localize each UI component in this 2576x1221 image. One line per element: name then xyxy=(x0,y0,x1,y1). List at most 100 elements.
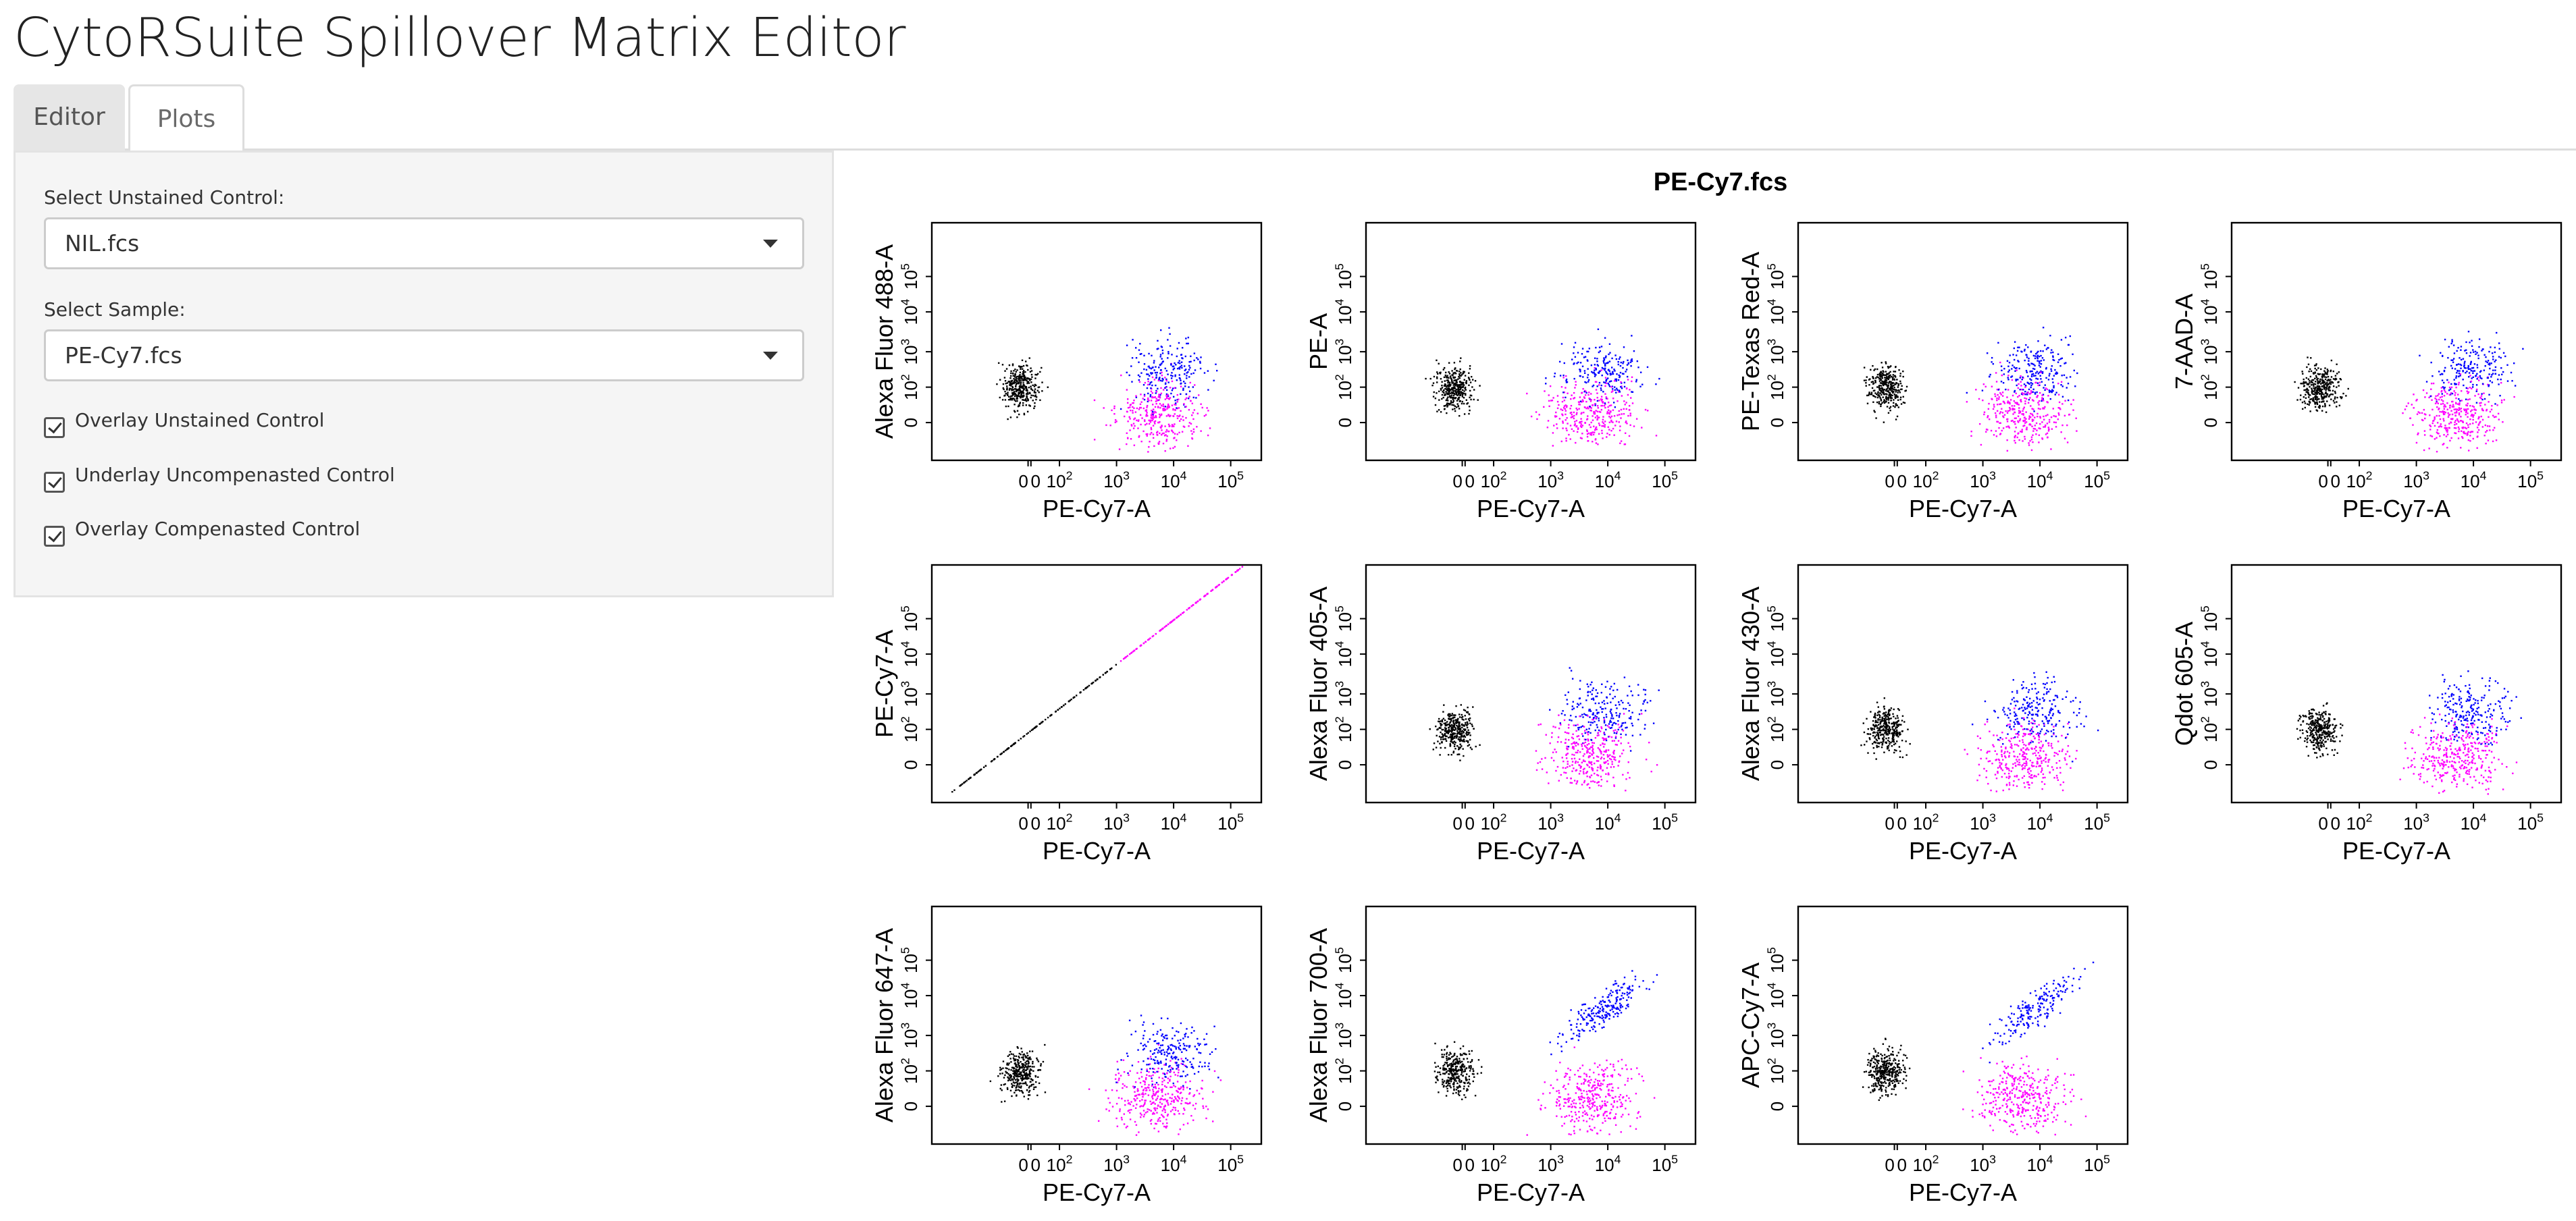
data-point xyxy=(2424,417,2426,420)
data-point xyxy=(2038,434,2041,436)
data-point xyxy=(1176,401,1178,403)
data-point xyxy=(1007,396,1010,398)
data-point xyxy=(2065,362,2067,364)
data-point xyxy=(2450,364,2452,367)
data-point xyxy=(980,769,982,771)
data-point xyxy=(2030,375,2033,377)
data-point xyxy=(1449,713,1451,715)
data-point xyxy=(1589,722,1592,724)
data-point xyxy=(1467,377,1470,379)
data-point xyxy=(1618,358,1621,360)
data-point xyxy=(2317,380,2319,382)
data-point xyxy=(1602,437,1604,439)
data-point xyxy=(1131,381,1133,383)
data-point xyxy=(1544,383,1547,385)
data-point xyxy=(1459,368,1461,371)
tab-plots[interactable]: Plots xyxy=(128,84,244,153)
data-point xyxy=(1621,413,1623,415)
data-point xyxy=(1617,728,1619,731)
data-point xyxy=(2474,350,2477,353)
data-point xyxy=(1457,405,1459,407)
underlay-uncompensated-checkbox[interactable] xyxy=(44,472,65,493)
data-point xyxy=(2048,389,2051,391)
data-point xyxy=(2055,371,2057,373)
data-point xyxy=(2479,420,2481,423)
data-point xyxy=(1454,379,1457,381)
data-point xyxy=(1592,687,1595,689)
data-point xyxy=(1138,381,1141,383)
data-point xyxy=(1145,641,1147,643)
data-point xyxy=(1460,383,1462,385)
data-point xyxy=(2027,363,2029,365)
data-point xyxy=(2324,372,2327,374)
data-point xyxy=(1019,377,1021,380)
data-point xyxy=(1463,740,1465,742)
data-point xyxy=(1577,727,1579,729)
data-point xyxy=(1454,389,1457,392)
data-point xyxy=(2440,423,2442,425)
data-point xyxy=(1565,378,1568,381)
data-point xyxy=(1563,405,1566,407)
data-point xyxy=(1596,692,1599,695)
data-point xyxy=(1022,379,1024,381)
data-point xyxy=(1607,426,1610,428)
data-point xyxy=(1999,422,2001,424)
data-point xyxy=(1159,394,1161,396)
data-point xyxy=(1022,736,1024,738)
sample-select[interactable]: PE-Cy7.fcs xyxy=(44,329,804,381)
data-point xyxy=(1584,732,1586,734)
data-point xyxy=(2047,427,2050,429)
data-point xyxy=(1138,379,1140,381)
data-point xyxy=(1157,340,1159,342)
data-point xyxy=(1564,714,1566,716)
data-point xyxy=(1463,413,1466,415)
data-point xyxy=(2018,404,2020,406)
unstained-control-select[interactable]: NIL.fcs xyxy=(44,217,804,269)
data-point xyxy=(2471,414,2473,416)
data-point xyxy=(1607,402,1610,404)
data-point xyxy=(1132,406,1134,408)
data-point xyxy=(1995,430,1997,432)
data-point xyxy=(1440,741,1443,743)
data-point xyxy=(1883,381,1885,383)
overlay-compensated-label: Overlay Compenasted Control xyxy=(75,518,361,540)
data-point xyxy=(1599,764,1602,766)
data-point xyxy=(1450,392,1452,394)
data-point xyxy=(2469,435,2471,437)
data-point xyxy=(1017,394,1019,397)
data-point xyxy=(2499,395,2501,397)
data-point xyxy=(1568,738,1570,741)
data-point xyxy=(1888,391,1890,394)
data-point xyxy=(1595,689,1597,691)
data-point xyxy=(2315,402,2317,404)
data-point xyxy=(1167,381,1169,383)
data-point xyxy=(2307,383,2309,385)
data-point xyxy=(1446,398,1448,400)
tab-editor[interactable]: Editor xyxy=(14,84,125,151)
data-point xyxy=(1606,411,1608,413)
data-point xyxy=(1608,360,1611,362)
data-point xyxy=(1894,383,1896,385)
data-point xyxy=(1458,384,1460,386)
data-point xyxy=(1472,706,1474,708)
data-point xyxy=(1600,387,1602,389)
data-point xyxy=(1030,370,1033,372)
data-point xyxy=(2334,392,2336,394)
data-point xyxy=(1009,384,1011,386)
data-point xyxy=(1179,414,1181,416)
data-point xyxy=(1022,392,1025,394)
data-point xyxy=(2044,389,2046,391)
data-point xyxy=(1129,406,1131,408)
data-point xyxy=(1018,388,1021,390)
data-point xyxy=(2460,349,2462,351)
data-point xyxy=(1588,766,1591,768)
data-point xyxy=(1879,382,1882,384)
data-point xyxy=(1999,411,2002,413)
data-point xyxy=(1594,403,1596,405)
data-point xyxy=(1180,418,1182,420)
data-point xyxy=(1614,389,1616,391)
data-point xyxy=(1590,774,1593,776)
overlay-compensated-checkbox[interactable] xyxy=(44,526,65,547)
overlay-unstained-checkbox[interactable] xyxy=(44,417,65,438)
data-point xyxy=(1970,431,1972,433)
